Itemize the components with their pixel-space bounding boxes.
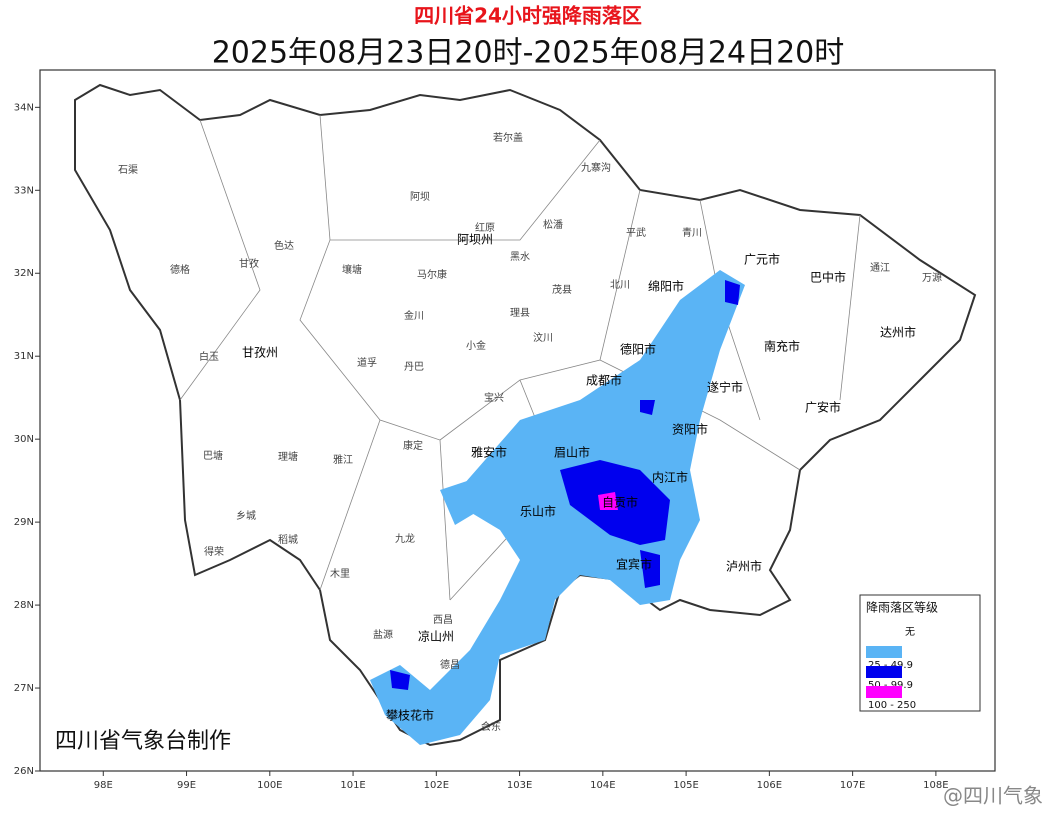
place-label: 南充市 (764, 339, 800, 354)
place-label: 松潘 (543, 218, 563, 231)
place-label: 丹巴 (404, 361, 424, 373)
place-label: 雅江 (333, 453, 353, 466)
place-label: 色达 (274, 239, 294, 252)
place-label: 马尔康 (417, 268, 447, 281)
place-label: 九龙 (395, 532, 415, 545)
legend-label: 50 - 99.9 (868, 680, 913, 691)
y-tick-label: 28N (14, 600, 34, 611)
legend-swatch (866, 666, 902, 678)
place-label: 平武 (626, 226, 646, 239)
legend-swatch (866, 626, 902, 638)
place-label: 茂县 (552, 283, 572, 296)
place-label: 石渠 (118, 164, 138, 176)
legend-swatch (866, 646, 902, 658)
place-label: 巴塘 (203, 449, 223, 462)
place-label: 白玉 (199, 350, 219, 363)
place-label: 稻城 (278, 534, 298, 546)
place-label: 金川 (404, 309, 424, 322)
place-label: 资阳市 (672, 422, 708, 437)
legend-title: 降雨落区等级 (866, 601, 938, 615)
y-tick-label: 27N (14, 683, 34, 694)
place-label: 阿坝 (410, 191, 430, 203)
place-label: 巴中市 (810, 270, 846, 285)
place-label: 西昌 (433, 614, 453, 626)
place-label: 甘孜 (239, 257, 259, 270)
y-tick-label: 34N (14, 102, 34, 113)
place-label: 宝兴 (484, 391, 504, 404)
place-label: 道孚 (357, 356, 377, 369)
place-label: 理塘 (278, 450, 298, 463)
place-label: 绵阳市 (648, 279, 684, 294)
place-label: 会东 (481, 720, 501, 733)
place-label: 小金 (466, 339, 486, 352)
x-tick-label: 107E (840, 780, 865, 791)
legend-label: 无 (905, 627, 915, 638)
x-tick-label: 100E (257, 780, 282, 791)
rain-areas (370, 270, 745, 745)
y-tick-label: 30N (14, 434, 34, 445)
place-label: 德格 (170, 263, 190, 276)
place-label: 乡城 (236, 510, 256, 522)
x-tick-label: 104E (590, 780, 615, 791)
place-label: 内江市 (652, 470, 688, 485)
province-outline (74, 83, 977, 747)
y-tick-label: 29N (14, 517, 34, 528)
place-label: 盐源 (373, 628, 393, 641)
place-label: 若尔盖 (493, 131, 523, 144)
y-tick-label: 32N (14, 268, 34, 279)
place-label: 木里 (330, 568, 350, 580)
y-tick-label: 33N (14, 185, 34, 196)
place-label: 德阳市 (620, 342, 656, 357)
x-tick-label: 101E (340, 780, 365, 791)
place-label: 甘孜州 (242, 346, 278, 360)
legend-label: 25 - 49.9 (868, 660, 913, 671)
place-label: 北川 (610, 279, 630, 291)
place-label: 康定 (403, 439, 423, 452)
place-label: 遂宁市 (707, 380, 743, 395)
x-tick-label: 106E (757, 780, 782, 791)
place-label: 阿坝州 (457, 233, 493, 247)
place-label: 理县 (510, 307, 530, 319)
place-label: 汶川 (533, 331, 553, 344)
place-label: 达州市 (880, 325, 916, 340)
y-tick-label: 31N (14, 351, 34, 362)
credit: 四川省气象台制作 (55, 729, 231, 754)
place-label: 通江 (870, 262, 890, 274)
x-tick-label: 99E (177, 780, 196, 791)
legend-swatch (866, 686, 902, 698)
place-label: 成都市 (586, 373, 622, 388)
x-tick-label: 98E (94, 780, 113, 791)
map-frame (39, 69, 996, 772)
place-label: 宜宾市 (616, 557, 652, 572)
place-label: 得荣 (204, 546, 224, 558)
place-label: 广安市 (805, 400, 841, 415)
subtitle: 2025年08月23日20时-2025年08月24日20时 (212, 36, 845, 71)
place-label: 攀枝花市 (386, 708, 434, 723)
place-label: 眉山市 (554, 445, 590, 460)
place-label: 黑水 (510, 251, 530, 263)
place-label: 青川 (682, 226, 702, 239)
place-label: 自贡市 (602, 495, 638, 510)
place-label: 凉山州 (418, 629, 454, 644)
x-tick-label: 103E (507, 780, 532, 791)
place-label: 泸州市 (726, 559, 762, 574)
x-tick-label: 102E (424, 780, 449, 791)
place-label: 红原 (475, 221, 495, 234)
place-label: 乐山市 (520, 504, 556, 519)
place-label: 雅安市 (471, 445, 507, 460)
place-label: 壤塘 (342, 263, 362, 276)
legend-label: 100 - 250 (868, 700, 916, 711)
place-label: 德昌 (440, 658, 460, 671)
place-label: 九寨沟 (581, 161, 611, 174)
x-tick-label: 108E (923, 780, 948, 791)
place-label: 万源 (922, 271, 942, 284)
watermark: @四川气象 (943, 784, 1043, 808)
y-tick-label: 26N (14, 766, 34, 777)
title: 四川省24小时强降雨落区 (414, 4, 642, 28)
x-tick-label: 105E (673, 780, 698, 791)
place-label: 广元市 (744, 252, 780, 267)
